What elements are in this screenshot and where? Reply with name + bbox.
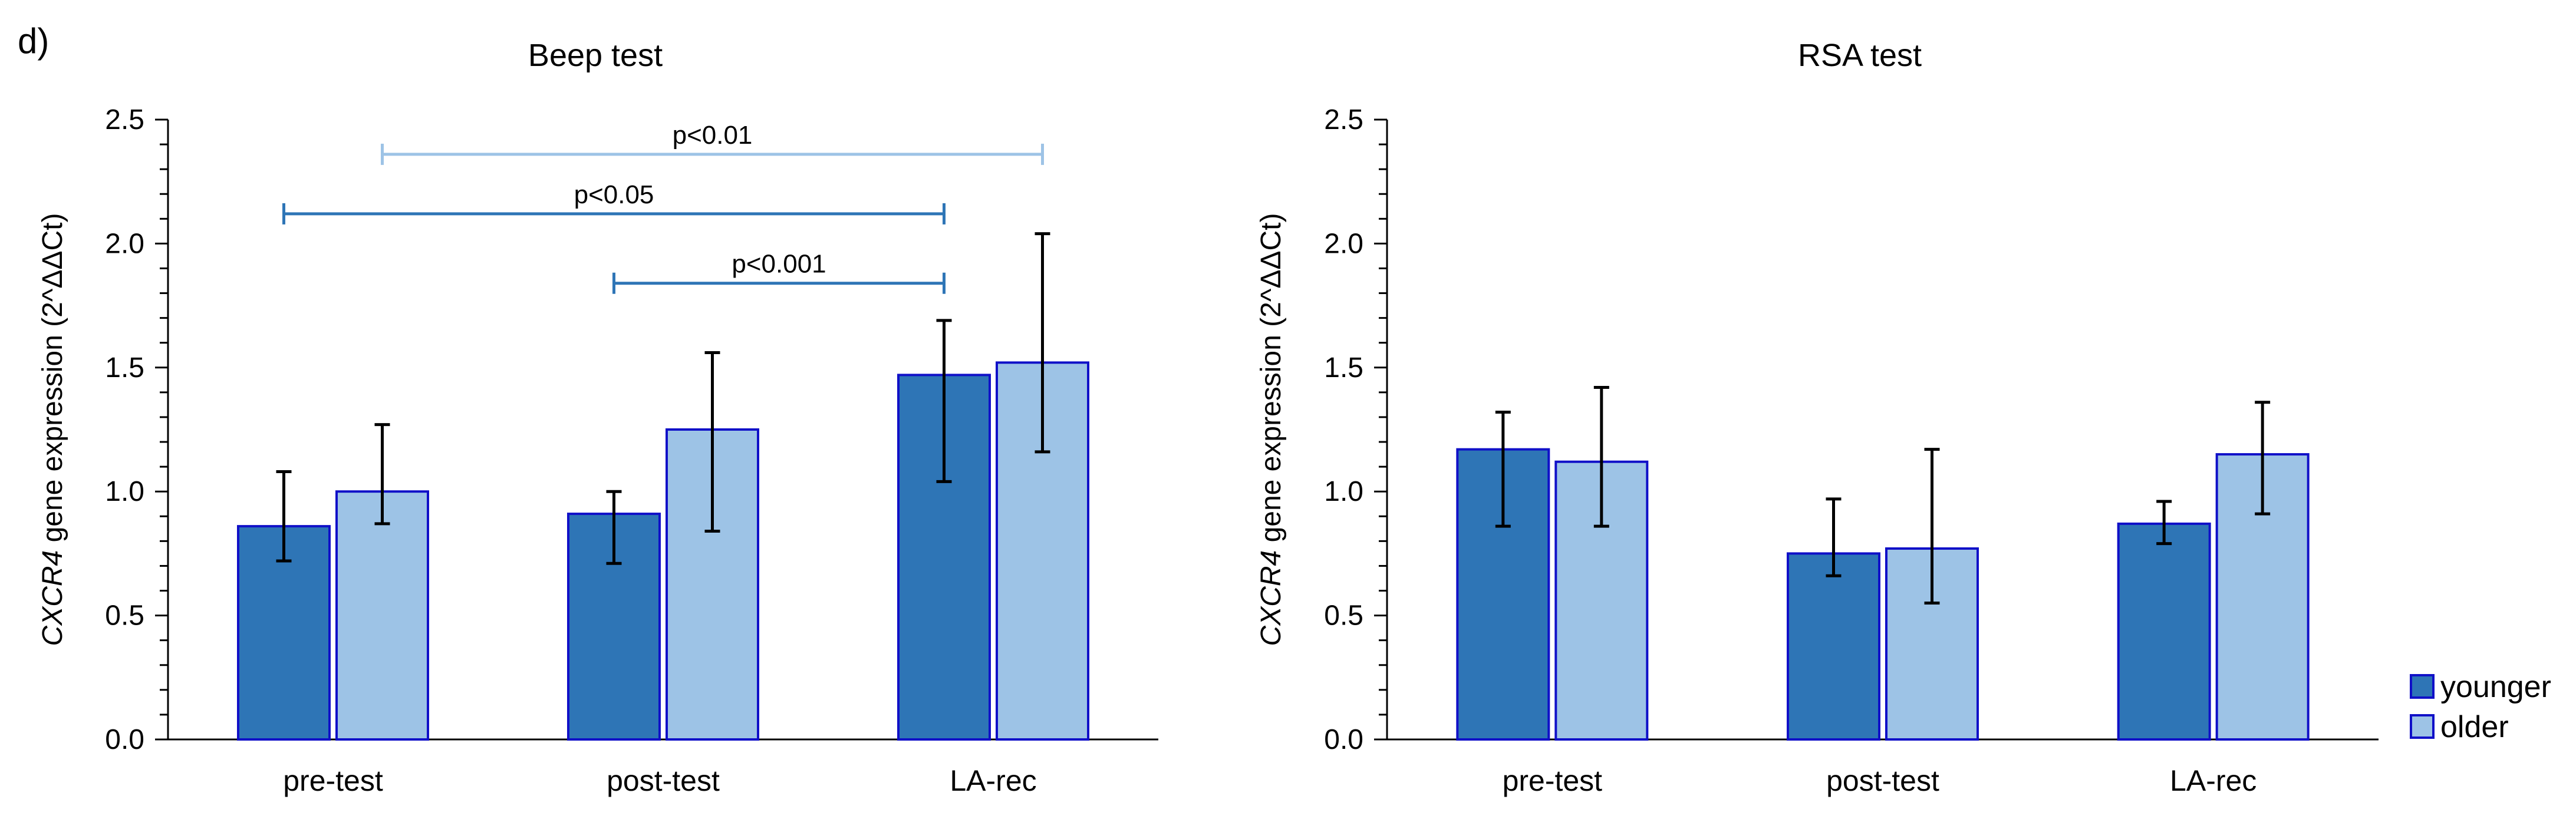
y-tick-label: 0.5 <box>105 600 144 632</box>
y-axis-label-text: gene expression (2^ΔΔCt) <box>1256 213 1287 550</box>
legend: younger older <box>2410 670 2551 744</box>
y-axis-label-gene: CXCR4 <box>1256 550 1287 646</box>
x-tick-label-la-rec: LA-rec <box>950 764 1036 797</box>
y-tick-label: 1.5 <box>105 352 144 384</box>
y-tick-label: 0.0 <box>1324 724 1363 755</box>
significance-label: p<0.01 <box>673 121 753 150</box>
legend-swatch-older <box>2410 714 2435 739</box>
chart-title: Beep test <box>528 38 663 73</box>
y-tick-label: 2.5 <box>105 104 144 136</box>
legend-label-older: older <box>2440 710 2509 744</box>
panel-letter: d) <box>18 21 49 61</box>
y-axis-label: CXCR4 gene expression (2^ΔΔCt) <box>37 213 68 646</box>
x-tick-label-post-test: post-test <box>1826 764 1939 797</box>
y-tick-label: 1.0 <box>105 476 144 507</box>
y-axis-label-gene: CXCR4 <box>37 550 68 646</box>
y-tick-label: 0.0 <box>105 724 144 755</box>
significance-label: p<0.001 <box>732 250 826 279</box>
significance-label: p<0.05 <box>574 180 654 209</box>
bar-older-pre-test <box>335 490 429 741</box>
rsa-test-panel: RSA test 0.0 0.5 1.0 1.5 2.0 2.5 CXCR4 gene exp… <box>1256 38 2379 797</box>
x-tick-label-pre-test: pre-test <box>1503 764 1603 797</box>
y-tick-label: 1.0 <box>1324 476 1363 507</box>
y-tick-label: 2.0 <box>105 228 144 259</box>
y-tick-label: 0.5 <box>1324 600 1363 632</box>
y-tick-label: 2.5 <box>1324 104 1363 136</box>
y-tick-label: 1.5 <box>1324 352 1363 384</box>
y-tick-label: 2.0 <box>1324 228 1363 259</box>
x-tick-label-la-rec: LA-rec <box>2170 764 2257 797</box>
x-tick-label-pre-test: pre-test <box>283 764 383 797</box>
bar-younger-post-test <box>1787 552 1880 741</box>
legend-swatch-younger <box>2410 674 2435 699</box>
bar-younger-la-rec <box>2117 522 2211 741</box>
x-tick-label-post-test: post-test <box>607 764 720 797</box>
legend-label-younger: younger <box>2440 670 2551 704</box>
y-axis-label-text: gene expression (2^ΔΔCt) <box>37 213 68 550</box>
beep-test-panel: Beep test 0.0 0.5 1.0 1.5 2.0 2.5 CXCR4 gene ex… <box>37 38 1158 797</box>
y-axis-label: CXCR4 gene expression (2^ΔΔCt) <box>1256 213 1287 646</box>
chart-title: RSA test <box>1798 38 1922 73</box>
